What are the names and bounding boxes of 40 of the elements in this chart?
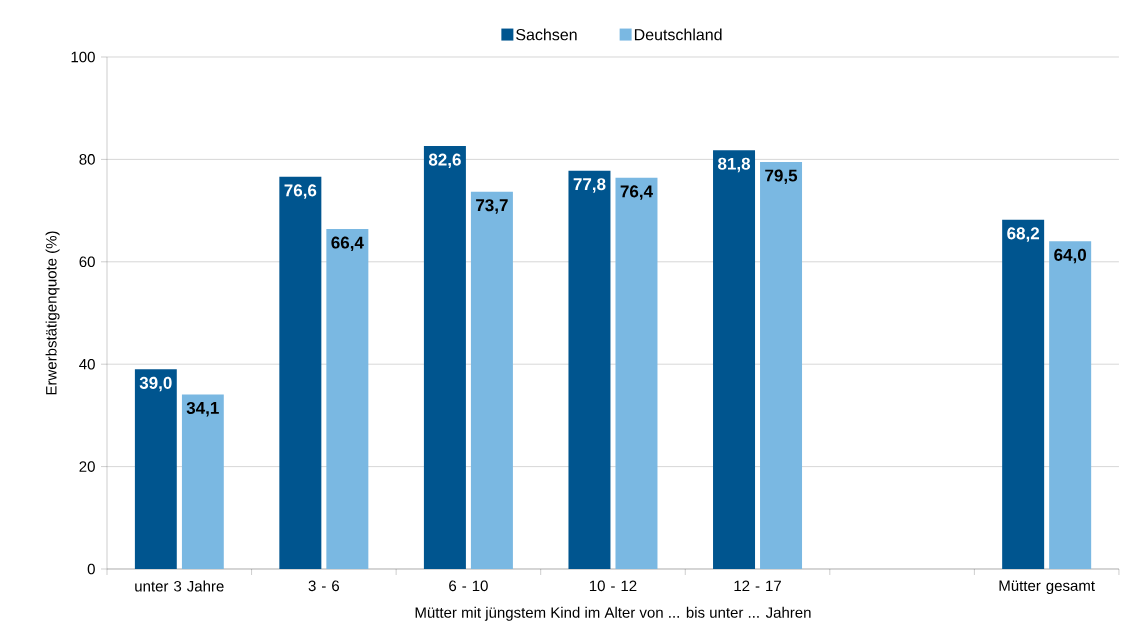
y-tick-label: 0 — [87, 563, 95, 575]
bar — [1002, 219, 1045, 569]
x-tick-label: 3 - 6 — [308, 580, 340, 592]
data-label: 66,4 — [331, 236, 364, 252]
x-tick-label: 6 - 10 — [449, 580, 488, 592]
data-label: 79,5 — [765, 169, 798, 184]
data-label: 34,1 — [186, 401, 219, 417]
data-label: 64,0 — [1054, 248, 1086, 264]
legend-label: Sachsen — [516, 28, 577, 41]
data-label: 73,7 — [476, 199, 508, 214]
bar — [760, 161, 803, 569]
data-label: 77,8 — [573, 178, 606, 193]
y-tick-label: 80 — [79, 154, 95, 165]
bar — [713, 150, 756, 569]
data-label: 39,0 — [139, 376, 172, 392]
bar — [1049, 241, 1092, 569]
bar — [134, 369, 177, 569]
data-label: 81,8 — [718, 157, 751, 173]
bar — [470, 191, 513, 569]
y-tick-label: 20 — [79, 461, 95, 472]
bar — [423, 146, 466, 569]
y-axis-title: Erwerbstätigenquote (%) — [45, 231, 60, 395]
y-tick-label: 60 — [79, 256, 95, 268]
bar — [181, 394, 224, 569]
x-axis-title: Mütter mit jüngstem Kind im Alter von ... bis unter ... Jahren — [415, 606, 811, 621]
x-tick-label: Mütter gesamt — [999, 580, 1095, 594]
x-tick-label: unter 3 Jahre — [135, 580, 224, 592]
data-label: 76,4 — [620, 185, 653, 200]
x-tick-label: 10 - 12 — [589, 580, 637, 592]
bar — [279, 176, 322, 569]
data-label: 68,2 — [1007, 227, 1040, 242]
bar — [615, 177, 658, 569]
legend-label: Deutschland — [634, 28, 722, 41]
y-tick-label: 100 — [71, 51, 95, 63]
x-tick-label: 12 - 17 — [734, 580, 781, 592]
data-label: 82,6 — [428, 153, 461, 169]
bar — [326, 229, 369, 569]
y-tick-label: 40 — [79, 358, 95, 370]
bar — [568, 170, 611, 569]
data-label: 76,6 — [284, 184, 317, 199]
